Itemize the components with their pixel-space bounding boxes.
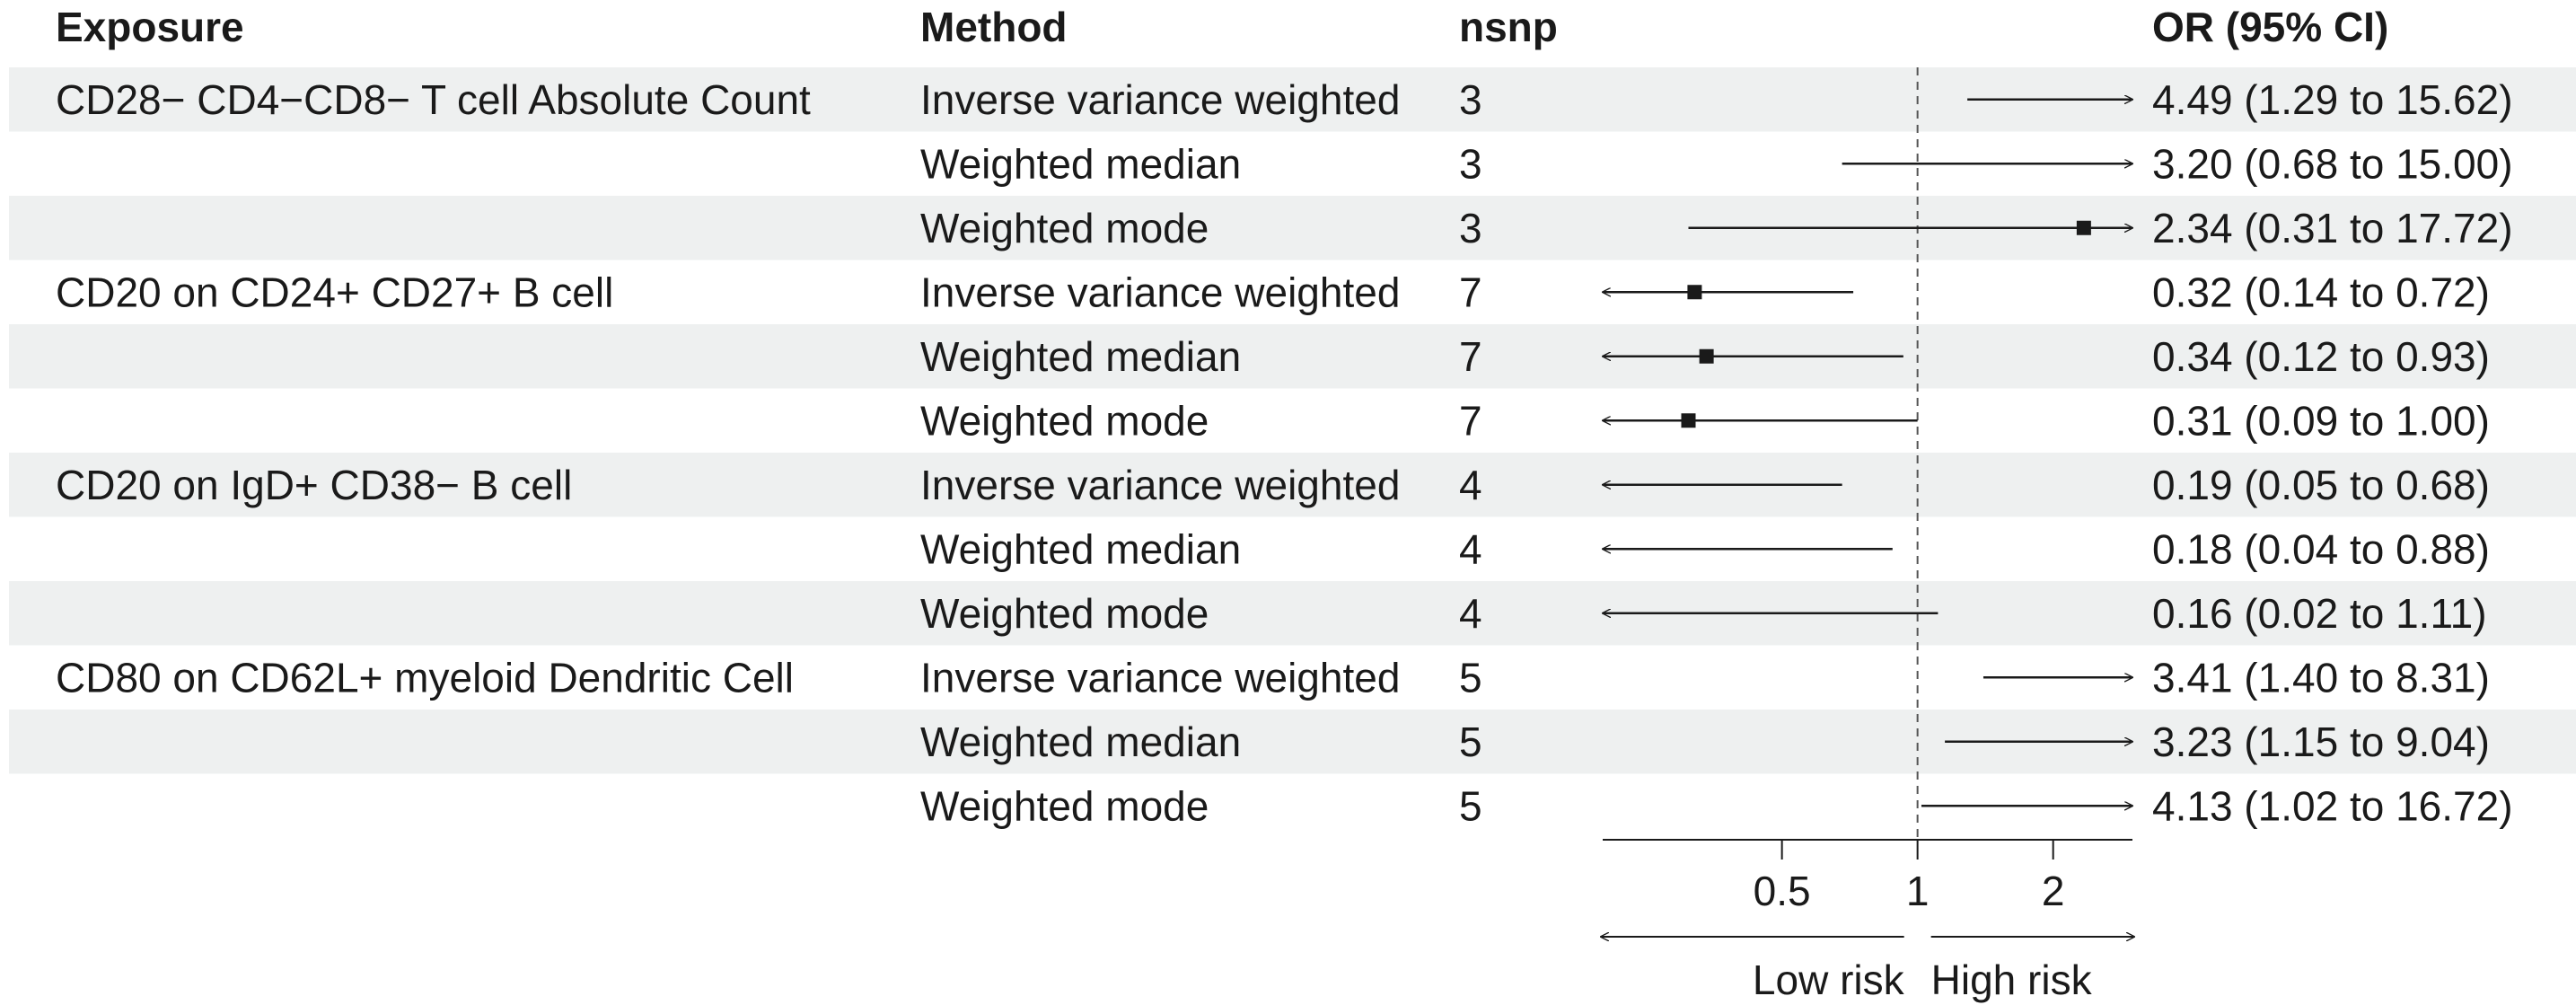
point-estimate — [1687, 285, 1702, 300]
method-label: Weighted mode — [920, 397, 1209, 444]
nsnp-value: 5 — [1459, 718, 1482, 765]
method-label: Weighted mode — [920, 590, 1209, 637]
or-ci-label: 0.18 (0.04 to 0.88) — [2152, 525, 2490, 572]
exposure-label: CD80 on CD62L+ myeloid Dendritic Cell — [56, 654, 794, 701]
nsnp-value: 7 — [1459, 269, 1482, 315]
nsnp-value: 7 — [1459, 333, 1482, 380]
nsnp-value: 4 — [1459, 525, 1482, 572]
method-label: Inverse variance weighted — [920, 269, 1400, 315]
or-ci-label: 4.13 (1.02 to 16.72) — [2152, 782, 2513, 829]
nsnp-value: 3 — [1459, 205, 1482, 251]
method-label: Weighted median — [920, 718, 1241, 765]
header-method: Method — [920, 4, 1068, 50]
nsnp-value: 3 — [1459, 140, 1482, 187]
nsnp-value: 4 — [1459, 462, 1482, 508]
row-stripe — [9, 67, 2576, 132]
row-stripes — [9, 67, 2576, 774]
method-label: Inverse variance weighted — [920, 76, 1400, 123]
nsnp-value: 3 — [1459, 76, 1482, 123]
x-tick-label: 0.5 — [1754, 868, 1811, 914]
nsnp-value: 7 — [1459, 397, 1482, 444]
row-stripe — [9, 324, 2576, 389]
nsnp-value: 4 — [1459, 590, 1482, 637]
x-tick-label: 2 — [2042, 868, 2065, 914]
or-ci-label: 0.19 (0.05 to 0.68) — [2152, 462, 2490, 508]
exposure-label: CD20 on CD24+ CD27+ B cell — [56, 269, 613, 315]
low-risk-label: Low risk — [1753, 957, 1905, 1003]
x-tick-label: 1 — [1906, 868, 1930, 914]
or-ci-label: 0.16 (0.02 to 1.11) — [2152, 590, 2487, 637]
row-stripe — [9, 196, 2576, 260]
exposure-label: CD28− CD4−CD8− T cell Absolute Count — [56, 76, 811, 123]
method-label: Inverse variance weighted — [920, 654, 1400, 701]
exposure-label: CD20 on IgD+ CD38− B cell — [56, 462, 572, 508]
or-ci-label: 0.34 (0.12 to 0.93) — [2152, 333, 2490, 380]
or-ci-label: 2.34 (0.31 to 17.72) — [2152, 205, 2513, 251]
high-risk-label: High risk — [1931, 957, 2093, 1003]
method-label: Weighted median — [920, 140, 1241, 187]
table-rows: CD28− CD4−CD8− T cell Absolute Count Inve… — [56, 76, 2513, 830]
nsnp-value: 5 — [1459, 654, 1482, 701]
header-exposure: Exposure — [56, 4, 244, 50]
or-ci-label: 3.41 (1.40 to 8.31) — [2152, 654, 2490, 701]
point-estimate — [1699, 348, 1714, 364]
row-stripe — [9, 453, 2576, 517]
method-label: Weighted median — [920, 525, 1241, 572]
or-ci-label: 0.31 (0.09 to 1.00) — [2152, 397, 2490, 444]
x-axis: 0.5 1 2 Low risk High risk — [1601, 839, 2134, 1003]
point-estimate — [1681, 413, 1696, 428]
row-stripe — [9, 710, 2576, 774]
row-stripe — [9, 581, 2576, 646]
method-label: Weighted median — [920, 333, 1241, 380]
method-label: Weighted mode — [920, 205, 1209, 251]
or-ci-label: 0.32 (0.14 to 0.72) — [2152, 269, 2490, 315]
method-label: Weighted mode — [920, 782, 1209, 829]
header-nsnp: nsnp — [1459, 4, 1558, 50]
or-ci-label: 3.20 (0.68 to 15.00) — [2152, 140, 2513, 187]
or-ci-label: 3.23 (1.15 to 9.04) — [2152, 718, 2490, 765]
forest-plot-area — [1603, 67, 2132, 840]
or-ci-label: 4.49 (1.29 to 15.62) — [2152, 76, 2513, 123]
header-or-ci: OR (95% CI) — [2152, 4, 2388, 50]
method-label: Inverse variance weighted — [920, 462, 1400, 508]
point-estimate — [2076, 220, 2091, 235]
nsnp-value: 5 — [1459, 782, 1482, 829]
